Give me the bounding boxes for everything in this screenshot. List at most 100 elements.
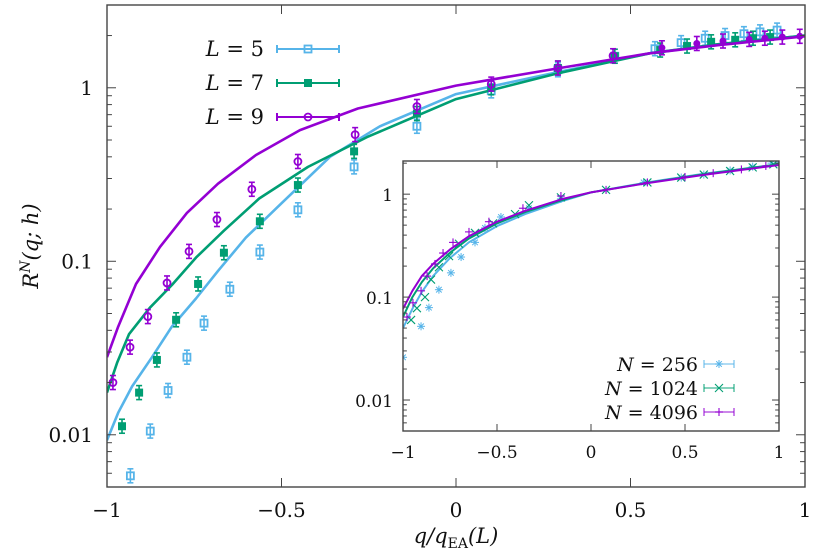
legend-label: L = 7 <box>205 71 264 95</box>
data-point <box>412 303 422 313</box>
data-point <box>761 34 769 42</box>
data-point <box>719 37 727 45</box>
x-axis-label: q/qEA(L) <box>414 524 499 552</box>
data-point <box>152 355 161 364</box>
inset-plot-area <box>403 161 779 431</box>
x-tick-label: 0.5 <box>615 498 647 522</box>
data-point <box>125 342 135 352</box>
fit-curve <box>107 35 805 358</box>
legend-item: N = 256 <box>616 354 735 376</box>
data-point <box>143 312 153 321</box>
data-point <box>693 39 701 47</box>
data-point <box>350 147 359 156</box>
data-point <box>446 268 455 277</box>
data-point <box>778 33 786 41</box>
data-point <box>225 284 235 294</box>
fit-curve <box>107 34 805 394</box>
data-point <box>162 278 172 288</box>
data-point <box>145 426 155 436</box>
data-point <box>350 130 360 140</box>
data-point <box>471 238 480 247</box>
data-point <box>182 352 192 362</box>
y-tick-label: 0.01 <box>355 392 393 412</box>
data-point <box>715 360 723 368</box>
legend-label: N = 1024 <box>604 378 698 400</box>
data-point <box>430 259 439 268</box>
data-point <box>658 44 666 52</box>
data-point <box>219 248 228 257</box>
legend-label: L = 9 <box>205 105 264 129</box>
data-point <box>761 161 770 170</box>
legend-item: N = 1024 <box>604 378 735 400</box>
data-point <box>163 386 173 395</box>
data-point <box>125 471 135 481</box>
data-point <box>745 35 753 43</box>
data-point <box>172 315 181 324</box>
x-tick-label: −1 <box>92 498 121 522</box>
data-point <box>135 388 144 397</box>
data-point <box>255 217 264 226</box>
data-point <box>556 191 565 200</box>
data-point <box>412 121 422 131</box>
x-tick-label: 0 <box>450 498 463 522</box>
x-tick-label: 1 <box>799 498 812 522</box>
legend-label: L = 5 <box>205 37 264 61</box>
data-point <box>426 275 436 284</box>
data-point <box>118 422 127 431</box>
data-point <box>796 32 804 40</box>
data-point <box>449 238 458 247</box>
data-point <box>403 353 407 362</box>
data-point <box>303 112 313 122</box>
data-point <box>553 63 563 73</box>
data-point <box>739 29 749 39</box>
data-point <box>420 292 430 302</box>
data-point <box>707 37 716 46</box>
data-point <box>484 217 493 226</box>
data-point <box>715 408 723 416</box>
data-point <box>518 204 527 213</box>
legend-label: N = 4096 <box>604 402 698 424</box>
data-point <box>412 102 422 111</box>
data-point <box>293 157 303 166</box>
data-point <box>434 285 443 294</box>
data-point <box>681 172 689 181</box>
legend-item: L = 5 <box>205 37 340 61</box>
data-point <box>255 247 265 257</box>
data-point <box>748 163 758 172</box>
data-point <box>199 318 209 328</box>
y-tick-label: 0.1 <box>61 249 93 273</box>
data-point <box>486 79 496 89</box>
x-tick-label: 0.5 <box>671 443 698 463</box>
y-tick-label: 0.1 <box>366 289 393 309</box>
x-tick-label: −0.5 <box>476 443 517 463</box>
data-point <box>293 205 303 215</box>
legend-item: L = 9 <box>205 105 340 129</box>
legend-item: N = 4096 <box>604 402 735 424</box>
y-tick-label: 0.01 <box>48 423 93 447</box>
main-legend: L = 5 L = 7 L = 9 <box>205 37 340 129</box>
series-l9 <box>107 28 805 391</box>
data-point <box>303 44 313 54</box>
y-axis-label: RN(q; h) <box>18 203 43 289</box>
data-point <box>184 247 194 256</box>
data-point <box>464 227 473 236</box>
x-tick-label: −1 <box>390 443 415 463</box>
series-n4096 <box>403 161 779 322</box>
y-tick-label: 1 <box>382 186 393 206</box>
data-point <box>737 165 746 174</box>
data-point <box>714 383 724 393</box>
y-tick-label: 1 <box>80 76 93 100</box>
data-point <box>434 262 444 272</box>
legend-item: L = 7 <box>205 71 340 95</box>
data-point <box>304 79 312 87</box>
data-point <box>212 215 222 224</box>
data-point <box>457 253 466 262</box>
x-tick-label: 1 <box>774 443 785 463</box>
data-point <box>424 303 433 312</box>
data-point <box>417 322 426 331</box>
data-point <box>349 162 359 172</box>
data-point <box>417 286 426 295</box>
